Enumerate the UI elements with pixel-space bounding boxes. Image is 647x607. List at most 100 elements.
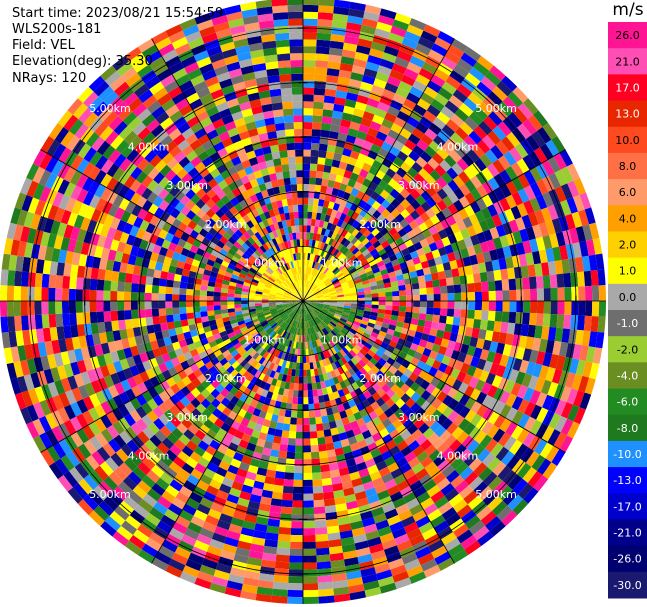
velocity-gate — [487, 397, 500, 412]
velocity-gate — [348, 367, 356, 377]
velocity-gate — [432, 314, 440, 323]
velocity-gate — [222, 244, 231, 253]
velocity-gate — [588, 331, 598, 348]
velocity-gate — [274, 428, 283, 438]
velocity-gate — [369, 236, 378, 245]
velocity-gate — [456, 83, 473, 98]
velocity-gate — [151, 293, 159, 301]
velocity-gate — [307, 266, 311, 275]
velocity-gate — [233, 266, 242, 273]
velocity-gate — [431, 192, 443, 204]
velocity-gate — [256, 386, 264, 396]
velocity-gate — [307, 281, 311, 289]
velocity-gate — [363, 390, 372, 400]
velocity-gate — [460, 247, 470, 259]
velocity-gate — [105, 331, 115, 343]
velocity-gate — [305, 342, 309, 350]
velocity-gate — [329, 124, 341, 133]
velocity-gate — [168, 128, 182, 141]
velocity-gate — [110, 301, 118, 312]
velocity-gate — [209, 478, 222, 490]
velocity-gate — [277, 351, 284, 359]
velocity-gate — [363, 381, 373, 391]
velocity-gate — [207, 413, 218, 424]
velocity-gate — [179, 288, 187, 295]
velocity-gate — [192, 418, 204, 430]
velocity-gate — [181, 417, 193, 429]
velocity-gate — [134, 256, 144, 267]
velocity-gate — [260, 276, 268, 283]
velocity-gate — [208, 319, 217, 326]
velocity-gate — [67, 375, 78, 390]
velocity-gate — [323, 267, 330, 275]
velocity-gate — [487, 495, 503, 511]
velocity-gate — [199, 564, 216, 577]
velocity-gate — [371, 365, 380, 375]
velocity-gate — [96, 235, 107, 248]
velocity-gate — [331, 405, 340, 415]
velocity-gate — [392, 93, 407, 105]
velocity-gate — [535, 392, 548, 408]
velocity-gate — [189, 348, 199, 358]
velocity-gate — [468, 457, 483, 472]
velocity-gate — [548, 413, 561, 430]
velocity-gate — [474, 291, 483, 301]
velocity-gate — [232, 270, 241, 277]
velocity-gate — [235, 263, 244, 270]
velocity-gate — [401, 37, 418, 50]
velocity-gate — [191, 214, 202, 225]
velocity-gate — [322, 358, 328, 367]
velocity-gate — [501, 311, 510, 323]
velocity-gate — [103, 280, 112, 291]
velocity-gate — [213, 450, 225, 461]
velocity-gate — [450, 222, 461, 234]
velocity-gate — [294, 327, 298, 335]
velocity-gate — [88, 510, 105, 527]
velocity-gate — [203, 467, 216, 479]
velocity-gate — [303, 328, 305, 336]
velocity-gate — [472, 367, 484, 380]
velocity-gate — [361, 237, 370, 246]
velocity-gate — [458, 393, 470, 407]
velocity-gate — [118, 171, 131, 185]
velocity-gate — [333, 327, 341, 334]
velocity-gate — [276, 464, 286, 473]
velocity-gate — [512, 230, 523, 244]
velocity-gate — [297, 328, 301, 336]
velocity-gate — [323, 303, 331, 306]
velocity-gate — [287, 596, 303, 604]
velocity-gate — [560, 166, 574, 184]
velocity-gate — [274, 316, 281, 322]
velocity-gate — [179, 294, 187, 301]
velocity-gate — [0, 316, 9, 333]
velocity-gate — [448, 493, 464, 508]
velocity-gate — [497, 101, 513, 117]
velocity-gate — [307, 274, 311, 282]
velocity-gate — [213, 305, 221, 311]
velocity-gate — [249, 414, 259, 424]
velocity-gate — [495, 301, 503, 312]
velocity-gate — [317, 314, 324, 321]
velocity-gate — [51, 426, 65, 443]
velocity-gate — [255, 239, 263, 248]
velocity-gate — [270, 498, 283, 507]
velocity-gate — [334, 447, 344, 456]
velocity-gate — [523, 98, 539, 115]
velocity-gate — [481, 301, 489, 311]
velocity-gate — [306, 306, 312, 313]
velocity-gate — [333, 489, 345, 499]
velocity-gate — [458, 418, 471, 432]
velocity-gate — [341, 176, 350, 186]
velocity-gate — [160, 270, 169, 280]
velocity-gate — [303, 527, 316, 536]
velocity-gate — [205, 198, 216, 209]
velocity-gate — [237, 375, 247, 385]
velocity-gate — [364, 241, 373, 249]
velocity-gate — [203, 418, 214, 430]
velocity-gate — [133, 504, 150, 519]
velocity-gate — [218, 460, 231, 471]
velocity-gate — [282, 297, 290, 300]
velocity-gate — [219, 513, 233, 524]
velocity-gate — [256, 586, 273, 596]
velocity-gate — [458, 183, 471, 196]
